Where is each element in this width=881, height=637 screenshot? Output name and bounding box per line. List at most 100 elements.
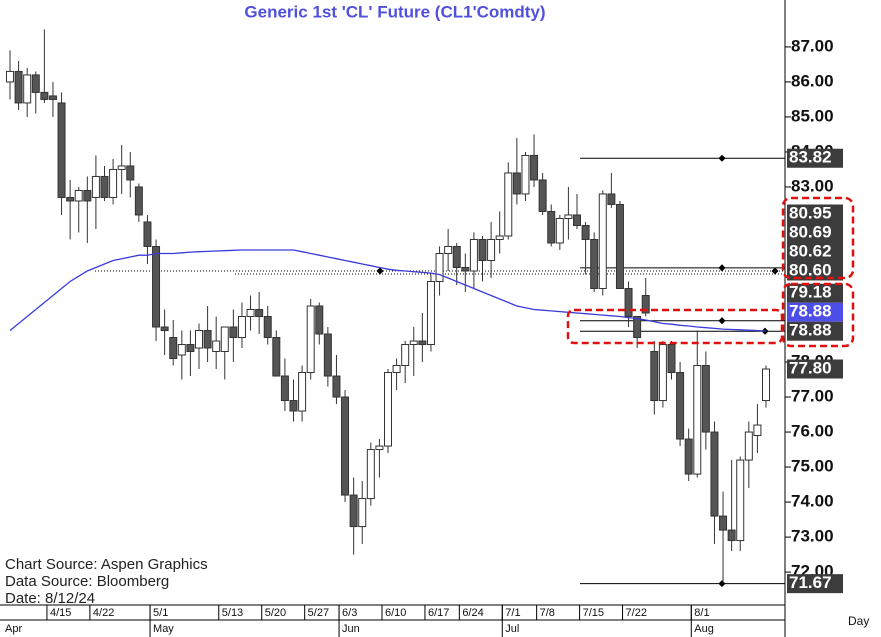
price-label: 71.67 bbox=[789, 573, 832, 592]
candle-body bbox=[469, 238, 478, 272]
candle-body bbox=[667, 344, 676, 374]
candle-body bbox=[512, 172, 521, 195]
x-tick-label: 4/22 bbox=[93, 607, 114, 619]
candle-body bbox=[237, 316, 246, 339]
candle-body bbox=[263, 316, 272, 339]
candle-body bbox=[392, 365, 401, 374]
level-marker bbox=[376, 267, 384, 275]
y-tick-label: 77.00 bbox=[791, 387, 834, 406]
candle-body bbox=[409, 340, 418, 346]
y-tick-label: 76.00 bbox=[791, 422, 834, 441]
price-label: 83.82 bbox=[789, 148, 832, 167]
y-tick-label: 87.00 bbox=[791, 36, 834, 55]
price-label-bg bbox=[787, 302, 843, 322]
candle-body bbox=[152, 245, 161, 328]
candle-body bbox=[676, 372, 685, 440]
candle-body bbox=[143, 221, 152, 247]
candle-body bbox=[229, 326, 238, 339]
price-label: 78.88 bbox=[789, 321, 832, 340]
candle-body bbox=[452, 245, 461, 268]
candle-body bbox=[598, 193, 607, 289]
y-tick-label: 75.00 bbox=[791, 457, 834, 476]
candle-body bbox=[384, 372, 392, 447]
price-label: 78.88 bbox=[789, 302, 832, 321]
candle-body bbox=[341, 396, 350, 496]
candle-body bbox=[684, 438, 693, 475]
price-label: 80.62 bbox=[789, 241, 832, 260]
x-tick-label: 6/10 bbox=[385, 607, 406, 619]
candle-body bbox=[83, 189, 92, 202]
x-tick-label: 8/1 bbox=[694, 607, 709, 619]
candle-body bbox=[109, 168, 118, 198]
candle-body bbox=[100, 175, 109, 198]
x-tick-label: 5/20 bbox=[265, 607, 286, 619]
price-label: 80.95 bbox=[789, 203, 832, 222]
candle-body bbox=[117, 165, 126, 170]
price-label-bg bbox=[787, 321, 843, 341]
candle-body bbox=[66, 196, 75, 202]
chart-title: Generic 1st 'CL' Future (CL1'Comdty) bbox=[244, 2, 545, 21]
x-tick-label: 7/8 bbox=[540, 607, 555, 619]
candle-body bbox=[624, 287, 633, 318]
candle-body bbox=[590, 238, 599, 289]
x-tick-label: 6/17 bbox=[428, 607, 449, 619]
level-marker bbox=[718, 264, 726, 272]
candle-body bbox=[461, 266, 470, 272]
candle-body bbox=[564, 214, 573, 219]
x-tick-label: 6/24 bbox=[462, 607, 483, 619]
level-marker bbox=[718, 154, 726, 162]
price-label-bg bbox=[787, 223, 843, 243]
price-label-bg bbox=[787, 574, 843, 594]
candle-body bbox=[48, 95, 57, 100]
candle-body bbox=[57, 102, 66, 198]
candle-body bbox=[547, 210, 556, 244]
candle-body bbox=[495, 235, 504, 240]
candle-body bbox=[74, 189, 83, 202]
price-label: 77.80 bbox=[789, 359, 832, 378]
candle-body bbox=[581, 224, 590, 240]
candle-body bbox=[186, 344, 195, 353]
candle-body bbox=[633, 316, 642, 339]
candle-body bbox=[306, 305, 315, 374]
candle-body bbox=[298, 372, 307, 412]
candle-body bbox=[160, 326, 169, 332]
candle-body bbox=[538, 179, 547, 212]
candle-body bbox=[212, 340, 221, 353]
candle-body bbox=[280, 375, 289, 402]
x-tick-label: 7/15 bbox=[583, 607, 604, 619]
candle-body bbox=[6, 70, 14, 83]
y-tick-label: 74.00 bbox=[791, 492, 834, 511]
price-label: 80.60 bbox=[789, 260, 832, 279]
candle-body bbox=[323, 333, 332, 377]
date-note: Date: 8/12/24 bbox=[5, 590, 95, 607]
candle-body bbox=[573, 214, 581, 226]
candle-body bbox=[289, 400, 298, 412]
candle-body bbox=[719, 515, 728, 531]
candle-body bbox=[14, 70, 23, 104]
candle-body bbox=[23, 74, 32, 104]
candle-body bbox=[255, 309, 264, 318]
candle-body bbox=[615, 203, 624, 289]
month-label: Aug bbox=[694, 623, 714, 635]
y-tick-label: 73.00 bbox=[791, 527, 834, 546]
price-label-bg bbox=[787, 148, 843, 168]
x-tick-label: 6/3 bbox=[342, 607, 357, 619]
candle-body bbox=[487, 238, 496, 261]
candle-body bbox=[246, 309, 255, 318]
candle-body bbox=[220, 326, 229, 353]
candle-body bbox=[272, 337, 281, 377]
level-marker bbox=[718, 317, 726, 325]
candle-body bbox=[375, 445, 384, 451]
candle-body bbox=[126, 165, 135, 181]
candle-body bbox=[641, 294, 650, 314]
candle-body bbox=[349, 494, 358, 528]
highlight-box bbox=[781, 196, 855, 280]
candle-body bbox=[203, 330, 212, 349]
candle-body bbox=[401, 344, 410, 367]
candle-body bbox=[169, 337, 178, 360]
candle-body bbox=[762, 368, 770, 402]
month-label: Jul bbox=[505, 623, 519, 635]
month-label: May bbox=[153, 623, 174, 635]
x-tick-label: 7/1 bbox=[505, 607, 520, 619]
